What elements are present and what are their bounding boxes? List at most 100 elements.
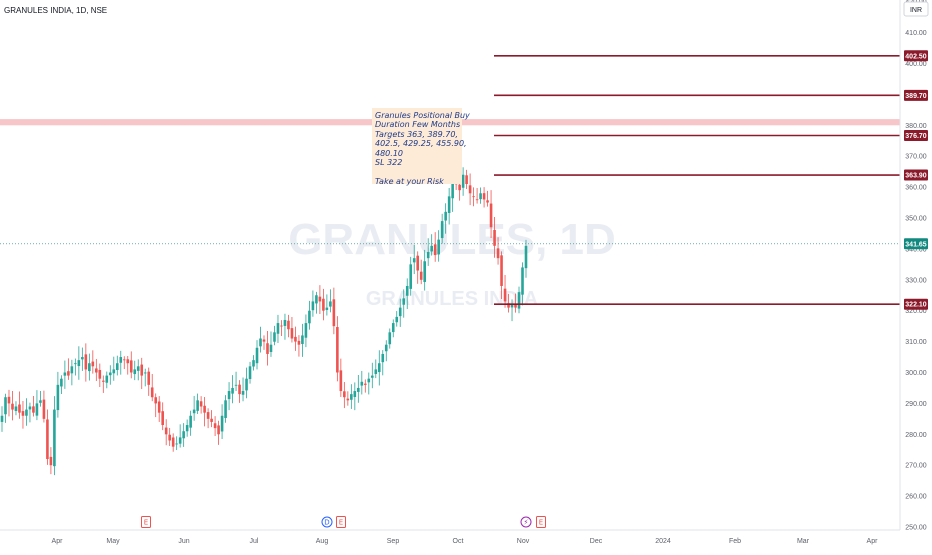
candle[interactable] bbox=[213, 416, 217, 436]
candle[interactable] bbox=[283, 313, 287, 340]
candle[interactable] bbox=[0, 406, 4, 432]
candle[interactable] bbox=[510, 299, 514, 322]
candle[interactable] bbox=[119, 350, 123, 375]
candle[interactable] bbox=[133, 360, 137, 381]
candle[interactable] bbox=[91, 350, 95, 374]
candle[interactable] bbox=[276, 314, 280, 343]
candle[interactable] bbox=[384, 340, 388, 362]
earnings-event-marker[interactable]: E bbox=[141, 516, 151, 528]
candle[interactable] bbox=[161, 402, 164, 431]
candle[interactable] bbox=[84, 343, 88, 382]
candle[interactable] bbox=[343, 382, 346, 409]
candle[interactable] bbox=[234, 371, 238, 392]
candle[interactable] bbox=[241, 377, 245, 402]
candle[interactable] bbox=[461, 167, 465, 196]
candle[interactable] bbox=[262, 335, 266, 350]
candle[interactable] bbox=[514, 293, 517, 313]
candle[interactable] bbox=[311, 290, 315, 317]
candle[interactable] bbox=[70, 359, 74, 386]
candle[interactable] bbox=[350, 384, 353, 409]
candle[interactable] bbox=[325, 294, 329, 316]
candle[interactable] bbox=[259, 326, 262, 353]
candle[interactable] bbox=[273, 325, 276, 346]
candle[interactable] bbox=[175, 436, 178, 451]
candle[interactable] bbox=[377, 350, 381, 386]
candle[interactable] bbox=[115, 355, 119, 376]
candle[interactable] bbox=[374, 359, 378, 379]
candle[interactable] bbox=[46, 409, 49, 465]
candle[interactable] bbox=[360, 370, 364, 395]
candle[interactable] bbox=[245, 367, 248, 399]
candle[interactable] bbox=[304, 314, 308, 348]
candle[interactable] bbox=[35, 390, 39, 421]
candle[interactable] bbox=[489, 190, 493, 238]
target-levels[interactable] bbox=[494, 0, 900, 306]
candle[interactable] bbox=[18, 391, 21, 419]
candle[interactable] bbox=[252, 355, 255, 371]
candle[interactable] bbox=[500, 251, 503, 300]
candle[interactable] bbox=[77, 346, 81, 380]
candle[interactable] bbox=[39, 390, 42, 407]
candle[interactable] bbox=[32, 395, 35, 417]
candle[interactable] bbox=[472, 187, 475, 207]
candle[interactable] bbox=[7, 389, 11, 417]
candle[interactable] bbox=[126, 355, 130, 375]
candle[interactable] bbox=[409, 256, 413, 296]
candle[interactable] bbox=[391, 319, 395, 338]
candle[interactable] bbox=[74, 358, 77, 376]
candle[interactable] bbox=[318, 285, 322, 315]
candle[interactable] bbox=[426, 238, 430, 266]
candle[interactable] bbox=[405, 278, 409, 309]
candle[interactable] bbox=[364, 379, 367, 393]
candle[interactable] bbox=[98, 363, 102, 388]
candle[interactable] bbox=[182, 423, 185, 447]
candle[interactable] bbox=[287, 314, 290, 338]
candle[interactable] bbox=[56, 371, 60, 418]
candle[interactable] bbox=[297, 335, 301, 357]
candle[interactable] bbox=[430, 234, 433, 256]
candle[interactable] bbox=[227, 382, 231, 411]
candle[interactable] bbox=[53, 396, 56, 476]
candle[interactable] bbox=[168, 427, 171, 446]
candle[interactable] bbox=[332, 287, 336, 335]
candle[interactable] bbox=[402, 289, 406, 318]
candle[interactable] bbox=[21, 400, 25, 429]
candle[interactable] bbox=[388, 328, 392, 349]
candle[interactable] bbox=[521, 262, 524, 306]
candle[interactable] bbox=[339, 358, 343, 397]
candle[interactable] bbox=[315, 291, 318, 314]
candle[interactable] bbox=[336, 316, 339, 382]
candle[interactable] bbox=[238, 380, 241, 403]
candle[interactable] bbox=[67, 358, 70, 380]
candle[interactable] bbox=[108, 365, 112, 385]
candle[interactable] bbox=[192, 395, 196, 421]
candle[interactable] bbox=[81, 347, 84, 371]
candle[interactable] bbox=[199, 396, 203, 414]
candle[interactable] bbox=[266, 331, 269, 366]
candle[interactable] bbox=[444, 203, 447, 234]
candle[interactable] bbox=[63, 360, 67, 389]
candle[interactable] bbox=[353, 382, 357, 411]
candle[interactable] bbox=[398, 298, 402, 327]
candle[interactable] bbox=[479, 187, 482, 204]
candle[interactable] bbox=[11, 391, 14, 421]
candle[interactable] bbox=[224, 395, 227, 423]
candle[interactable] bbox=[507, 293, 510, 313]
candle[interactable] bbox=[154, 393, 158, 418]
currency-box[interactable]: INR bbox=[903, 1, 929, 17]
candle[interactable] bbox=[280, 320, 283, 337]
candle[interactable] bbox=[322, 288, 325, 321]
candle[interactable] bbox=[178, 424, 182, 448]
candle[interactable] bbox=[294, 326, 297, 351]
earnings-event-marker[interactable]: E bbox=[336, 516, 346, 528]
candle[interactable] bbox=[189, 410, 192, 436]
candle[interactable] bbox=[357, 374, 360, 403]
candle[interactable] bbox=[60, 375, 63, 395]
candle[interactable] bbox=[486, 190, 489, 207]
candle[interactable] bbox=[524, 239, 528, 278]
candle[interactable] bbox=[220, 404, 224, 440]
candle[interactable] bbox=[269, 331, 273, 357]
candle[interactable] bbox=[493, 217, 496, 258]
